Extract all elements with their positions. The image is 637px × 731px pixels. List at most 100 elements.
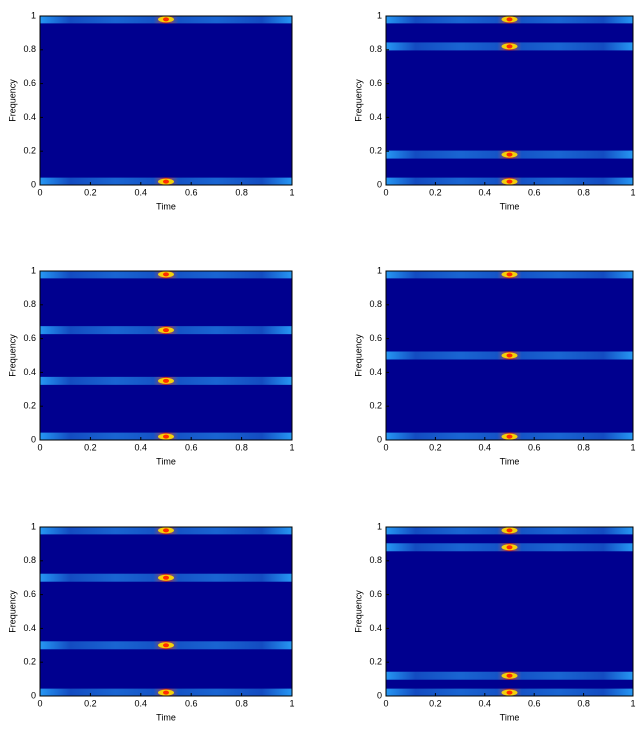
x-tick-label: 1 [289,698,294,708]
band-peak-core [506,353,513,358]
x-tick-label: 0.4 [479,442,492,452]
y-tick-label: 0.6 [23,78,36,88]
x-tick-label: 0.4 [479,187,492,197]
heatmap-background [386,16,633,185]
x-tick-label: 0.8 [577,442,590,452]
y-axis-label: Frequency [353,79,363,122]
band-peak-core [163,434,169,439]
x-tick-label: 0 [383,698,388,708]
x-tick-label: 0.6 [528,698,541,708]
x-tick-label: 0 [37,187,42,197]
heatmap-bands [40,16,292,185]
y-tick-label: 0.2 [23,657,36,667]
band-peak-core [163,272,169,277]
y-tick-label: 0.4 [369,623,382,633]
y-tick-label: 0.4 [23,367,36,377]
x-tick-label: 0.2 [429,187,442,197]
y-tick-label: 0.4 [23,112,36,122]
y-tick-label: 0.8 [23,44,36,54]
x-tick-label: 0.2 [429,442,442,452]
band-peak-core [506,673,513,678]
y-tick-label: 0.4 [23,623,36,633]
plot-frame [39,526,293,697]
heatmap-bands [40,527,292,696]
y-tick-label: 0.2 [369,146,382,156]
y-axis-label: Frequency [353,590,363,633]
y-tick-label: 0.8 [23,555,36,565]
y-tick-label: 0 [31,179,36,189]
band-peak-core [163,528,169,533]
y-tick-label: 0.2 [23,401,36,411]
x-tick-label: 1 [630,187,635,197]
band-peak-core [163,690,169,695]
y-tick-label: 0.6 [369,333,382,343]
x-tick-label: 1 [289,442,294,452]
x-tick-label: 0 [383,187,388,197]
band-peak-core [506,272,513,277]
heatmap-background [40,271,292,440]
y-tick-label: 0 [377,690,382,700]
x-tick-label: 0.4 [135,442,148,452]
heatmap-background [386,527,633,696]
y-tick-label: 0.2 [369,657,382,667]
x-tick-label: 0 [383,442,388,452]
plot-frame [385,15,634,186]
plot-frame [385,270,634,441]
heatmap-bands [40,271,292,440]
band-peak-core [506,434,513,439]
x-tick-label: 0.6 [528,187,541,197]
y-axis-label: Frequency [353,334,363,377]
x-tick-label: 0 [37,698,42,708]
x-tick-label: 0.4 [479,698,492,708]
plot-frame [39,270,293,441]
x-axis-label: Time [156,201,176,211]
y-tick-label: 0.4 [369,367,382,377]
x-axis-label: Time [156,456,176,466]
x-tick-label: 0.4 [135,187,148,197]
y-tick-label: 0.6 [23,589,36,599]
x-tick-label: 0.2 [84,442,97,452]
y-tick-label: 0 [377,434,382,444]
y-tick-label: 1 [31,265,36,275]
y-tick-label: 0.6 [369,589,382,599]
y-tick-label: 0.8 [23,299,36,309]
y-tick-label: 0.2 [23,146,36,156]
y-tick-label: 0 [377,179,382,189]
band-peak-core [163,179,169,184]
band-peak-core [163,643,169,648]
band-peak-core [506,44,513,49]
band-peak-core [506,528,513,533]
x-axis-label: Time [156,712,176,722]
y-tick-label: 1 [377,10,382,20]
band-peak-core [506,17,513,22]
band-peak-core [506,152,513,157]
band-peak-core [163,328,169,333]
x-tick-label: 1 [630,698,635,708]
y-tick-label: 1 [377,521,382,531]
y-tick-label: 1 [31,10,36,20]
x-tick-label: 1 [630,442,635,452]
x-tick-label: 0.8 [235,698,248,708]
x-tick-label: 0.6 [528,442,541,452]
y-tick-label: 1 [377,265,382,275]
y-axis-label: Frequency [7,590,17,633]
y-tick-label: 0 [31,690,36,700]
y-axis-label: Frequency [7,334,17,377]
band-peak-core [506,179,513,184]
heatmap-bands [386,527,633,696]
x-tick-label: 0.2 [429,698,442,708]
x-tick-label: 0.2 [84,187,97,197]
heatmap-background [40,16,292,185]
heatmap-bands [386,16,633,185]
band-peak-core [506,545,513,550]
x-tick-label: 0.8 [235,187,248,197]
x-tick-label: 0.6 [185,442,198,452]
y-tick-label: 0.8 [369,299,382,309]
heatmap-background [40,527,292,696]
y-tick-label: 0.4 [369,112,382,122]
x-tick-label: 0.6 [185,698,198,708]
x-tick-label: 0.6 [185,187,198,197]
x-tick-label: 1 [289,187,294,197]
band-peak-core [163,378,169,383]
